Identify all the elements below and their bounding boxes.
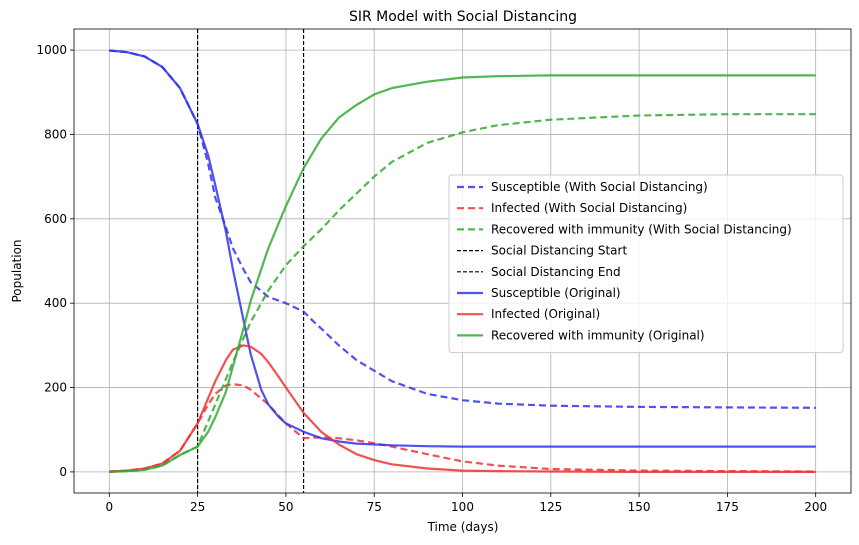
legend-label: Susceptible (Original): [491, 286, 621, 300]
legend-label: Infected (With Social Distancing): [491, 201, 687, 215]
x-tick-label: 100: [451, 500, 474, 514]
series-infected-original: [109, 344, 816, 473]
y-tick-label: 200: [44, 381, 67, 395]
x-tick-label: 200: [804, 500, 827, 514]
x-axis-label: Time (days): [427, 520, 499, 534]
y-tick-label: 1000: [36, 43, 67, 57]
y-axis: 0 200 400 600 800 1000: [36, 43, 74, 479]
y-tick-label: 800: [44, 127, 67, 141]
y-tick-label: 400: [44, 296, 67, 310]
y-tick-label: 0: [59, 465, 67, 479]
legend-label: Social Distancing Start: [491, 244, 627, 258]
series-susceptible-original: [109, 49, 816, 448]
legend-label: Infected (Original): [491, 307, 600, 321]
x-tick-label: 0: [105, 500, 113, 514]
x-tick-label: 175: [716, 500, 739, 514]
legend-label: Social Distancing End: [491, 265, 621, 279]
y-axis-label: Population: [10, 239, 24, 302]
series-recovered-with-immunity-original: [109, 74, 816, 473]
x-tick-label: 25: [190, 500, 205, 514]
x-tick-label: 75: [367, 500, 382, 514]
legend: Susceptible (With Social Distancing) Infe…: [448, 174, 844, 354]
distancing-lines: [197, 29, 305, 493]
y-tick-label: 600: [44, 212, 67, 226]
chart-title: SIR Model with Social Distancing: [349, 9, 577, 25]
legend-box: [448, 174, 844, 354]
x-tick-label: 125: [539, 500, 562, 514]
x-axis: 0 25 50 75 100 125 150 175 200: [105, 493, 827, 514]
legend-label: Recovered with immunity (Original): [491, 328, 705, 342]
series-lines: [109, 49, 816, 473]
x-tick-label: 150: [628, 500, 651, 514]
x-tick-label: 50: [278, 500, 293, 514]
legend-label: Recovered with immunity (With Social Dis…: [491, 222, 792, 236]
legend-label: Susceptible (With Social Distancing): [491, 180, 708, 194]
